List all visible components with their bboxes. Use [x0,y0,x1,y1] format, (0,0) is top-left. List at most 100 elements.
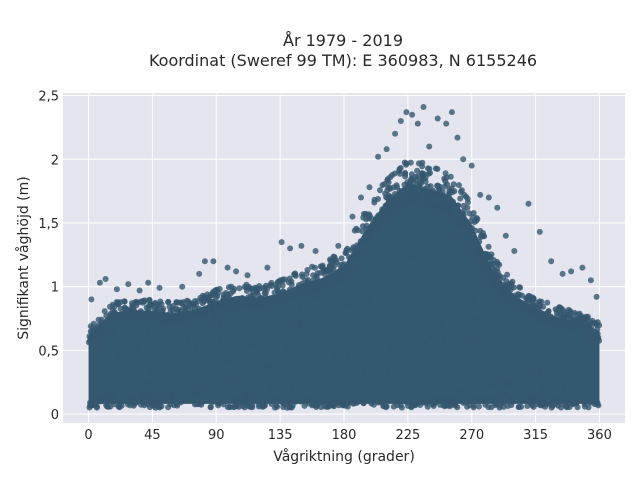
data-point [403,189,410,196]
data-point [454,134,461,141]
data-point [477,191,484,198]
data-point [194,298,201,305]
data-point [225,358,232,365]
data-point [438,379,445,385]
data-point [158,307,165,314]
data-point [494,271,501,278]
data-point [188,312,195,318]
data-point [578,360,585,367]
data-point [587,277,594,284]
data-point [190,301,197,308]
data-point [441,400,448,406]
data-point [346,400,353,406]
data-point [262,300,269,307]
data-point [561,385,567,392]
data-point [277,306,284,313]
data-point [384,177,391,184]
data-point [578,323,584,330]
data-point [125,281,132,288]
data-point [247,342,254,349]
data-point [366,212,373,219]
data-point [542,311,549,317]
data-point [590,330,597,337]
data-point [313,274,320,281]
data-point [428,273,435,280]
data-point [216,338,223,345]
x-axis-label: Vågriktning (grader) [273,448,415,465]
data-point [166,398,173,405]
data-point [145,279,152,286]
data-point [477,267,484,274]
data-point [563,311,570,318]
data-point [156,403,163,410]
data-point [263,321,270,328]
data-point [414,120,421,127]
data-point [103,402,110,409]
data-point [412,237,418,244]
data-point [466,240,473,247]
data-point [416,357,423,364]
data-point [324,280,331,287]
data-point [113,286,120,293]
data-point [167,357,174,364]
data-point [367,398,374,404]
data-point [107,390,114,397]
data-point [462,301,469,308]
data-point [538,385,545,392]
data-point [142,391,149,398]
data-point [493,322,499,329]
data-point [440,336,447,343]
data-point [493,396,500,403]
data-point [332,352,339,359]
data-point [504,403,511,409]
data-point [107,316,114,322]
data-point [213,315,220,321]
data-point [297,323,304,329]
data-point [296,307,303,314]
data-point [236,316,243,323]
data-point [287,245,294,252]
data-point [300,287,307,294]
data-point [117,377,123,384]
data-point [147,363,154,370]
data-point [456,182,462,189]
data-point [283,346,290,353]
data-point [218,298,225,305]
data-point [464,195,471,202]
data-point [403,200,410,207]
data-point [397,170,404,177]
data-point [267,282,274,288]
data-point [156,284,163,291]
data-point [224,264,231,271]
data-point [383,397,390,404]
data-point [167,366,173,373]
data-point [196,270,203,277]
data-point [292,398,299,405]
data-point [278,239,285,246]
data-point [427,332,434,339]
data-point [243,297,250,304]
data-point [233,268,240,275]
data-point [464,403,471,410]
data-point [381,403,388,410]
data-point [182,386,189,393]
data-point [540,303,547,310]
data-point [329,261,336,268]
data-point [500,368,507,375]
data-point [277,297,284,304]
data-point [462,398,469,405]
data-point [314,280,320,287]
data-point [476,247,483,254]
data-point [514,375,521,382]
data-point [539,319,546,326]
data-point [124,367,131,374]
data-point [406,210,413,217]
data-point [451,257,458,264]
data-point [494,265,501,272]
data-point [485,194,492,201]
data-point [200,298,207,305]
data-point [463,223,470,230]
y-tick-label: 2 [51,153,59,168]
data-point [139,312,146,319]
data-point [371,199,378,206]
